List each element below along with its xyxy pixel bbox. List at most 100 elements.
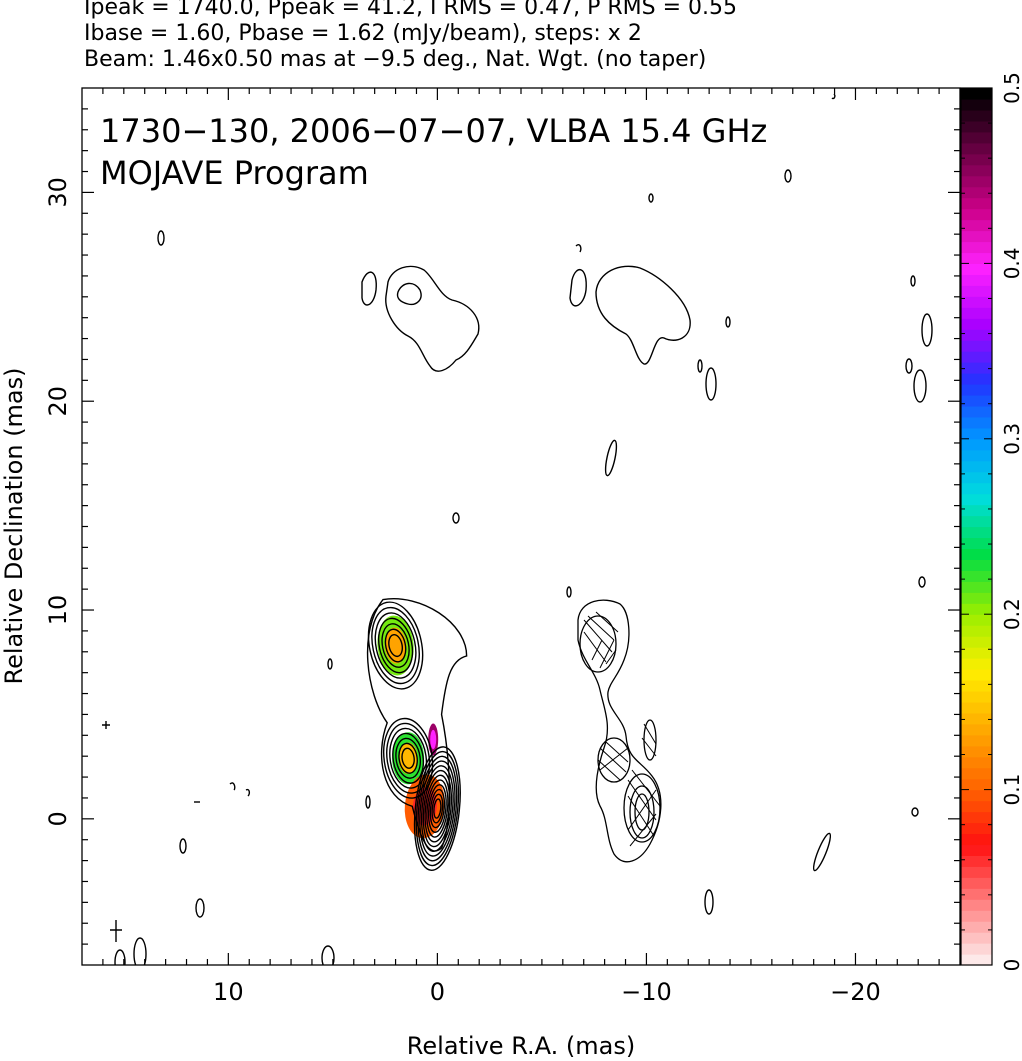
colorbar-step — [961, 943, 992, 955]
colorbar-step — [961, 186, 992, 199]
y-axis: 0 10 20 30 — [44, 108, 960, 945]
chart-subtitle: MOJAVE Program — [100, 154, 369, 192]
colorbar-step — [961, 800, 992, 813]
colorbar-step — [961, 362, 992, 374]
x-tick-label: 10 — [213, 978, 244, 1006]
jet-envelope-contour — [366, 598, 468, 852]
colorbar-step — [961, 164, 992, 177]
colorbar-step — [961, 471, 992, 484]
colorbar-step — [961, 811, 992, 824]
colorbar-tick-label: 0.4 — [1000, 247, 1022, 279]
colorbar-step — [961, 109, 992, 122]
colorbar-step — [961, 427, 992, 440]
colorbar-step — [961, 855, 992, 867]
component-contour — [367, 601, 424, 690]
colorbar-step — [961, 734, 992, 747]
colorbar-step — [961, 647, 992, 659]
component-contour — [383, 717, 434, 799]
x-axis: 10 0 −10 −20 — [102, 88, 940, 1006]
component-contour — [415, 750, 460, 867]
colorbar-step — [961, 789, 992, 802]
extended-jet-contours — [102, 93, 933, 965]
colorbar-step — [961, 274, 992, 286]
colorbar-step — [961, 614, 992, 626]
polarization-patch — [428, 723, 439, 756]
colorbar-step — [961, 712, 992, 725]
colorbar-step — [961, 493, 992, 506]
colorbar-step — [961, 603, 992, 615]
component-contour — [377, 617, 414, 674]
colorbar-step — [961, 822, 992, 835]
colorbar-step — [961, 208, 992, 221]
colorbar-step — [961, 394, 992, 407]
colorbar-step — [961, 778, 992, 791]
colorbar-step — [961, 175, 992, 188]
colorbar-step — [961, 669, 992, 681]
header-line-beam: Beam: 1.46x0.50 mas at −9.5 deg., Nat. W… — [84, 47, 707, 72]
colorbar-step — [961, 98, 992, 111]
component-contour — [384, 628, 407, 663]
component-contour — [389, 727, 428, 789]
colorbar-step — [961, 921, 992, 933]
colorbar-tick-label: 0.2 — [1000, 598, 1022, 630]
colorbar-step — [961, 745, 992, 758]
component-contour — [419, 760, 456, 857]
chart-title: 1730−130, 2006−07−07, VLBA 15.4 GHz — [100, 112, 767, 150]
colorbar-step — [961, 899, 992, 911]
core-jet-contours — [366, 598, 468, 871]
component-contour — [395, 737, 422, 779]
y-tick-label: 10 — [44, 595, 72, 626]
polarization-contours — [577, 599, 662, 863]
header-line-base: Ibase = 1.60, Pbase = 1.62 (mJy/beam), s… — [84, 21, 642, 46]
component-contour — [429, 788, 446, 829]
colorbar-step — [961, 888, 992, 900]
colorbar-step — [961, 548, 992, 560]
colorbar-step — [961, 318, 992, 330]
component-contour — [374, 612, 417, 679]
colorbar: 0 0.1 0.2 0.3 0.4 0.5 — [960, 72, 1022, 971]
component-contour — [431, 793, 444, 824]
x-tick-label: −10 — [621, 978, 672, 1006]
colorbar-step — [961, 219, 992, 232]
component-contour — [401, 747, 415, 769]
component-contour — [426, 779, 449, 838]
colorbar-step — [961, 515, 992, 528]
colorbar-step — [961, 307, 992, 319]
y-axis-label: Relative Declination (mas) — [0, 367, 28, 684]
component-contour — [392, 732, 425, 784]
colorbar-step — [961, 296, 992, 308]
y-tick-label: 0 — [44, 811, 72, 826]
colorbar-step — [961, 460, 992, 473]
header-line-peaks: Ipeak = 1740.0, Ppeak = 41.2, I RMS = 0.… — [84, 0, 737, 20]
component-contour — [417, 755, 458, 862]
colorbar-step — [961, 954, 992, 966]
colorbar-step — [961, 570, 992, 582]
colorbar-step — [961, 932, 992, 944]
colorbar-step — [961, 252, 992, 264]
y-tick-label: 20 — [44, 386, 72, 417]
colorbar-step — [961, 537, 992, 550]
colorbar-step — [961, 756, 992, 769]
x-tick-label: 0 — [430, 978, 445, 1006]
colorbar-step — [961, 690, 992, 703]
colorbar-step — [961, 701, 992, 714]
colorbar-step — [961, 877, 992, 889]
component-contour — [413, 746, 461, 871]
colorbar-step — [961, 373, 992, 385]
component-contour — [386, 722, 431, 794]
colorbar-step — [961, 526, 992, 539]
colorbar-step — [961, 131, 992, 144]
colorbar-step — [961, 383, 992, 396]
colorbar-step — [961, 581, 992, 593]
colorbar-step — [961, 88, 992, 100]
colorbar-step — [961, 241, 992, 254]
colorbar-tick-label: 0.5 — [1000, 72, 1022, 104]
colorbar-step — [961, 482, 992, 495]
colorbar-step — [961, 142, 992, 155]
component-contour — [422, 769, 453, 848]
colorbar-step — [961, 866, 992, 878]
colorbar-frame — [960, 87, 993, 966]
colorbar-step — [961, 351, 992, 363]
colorbar-step — [961, 910, 992, 922]
